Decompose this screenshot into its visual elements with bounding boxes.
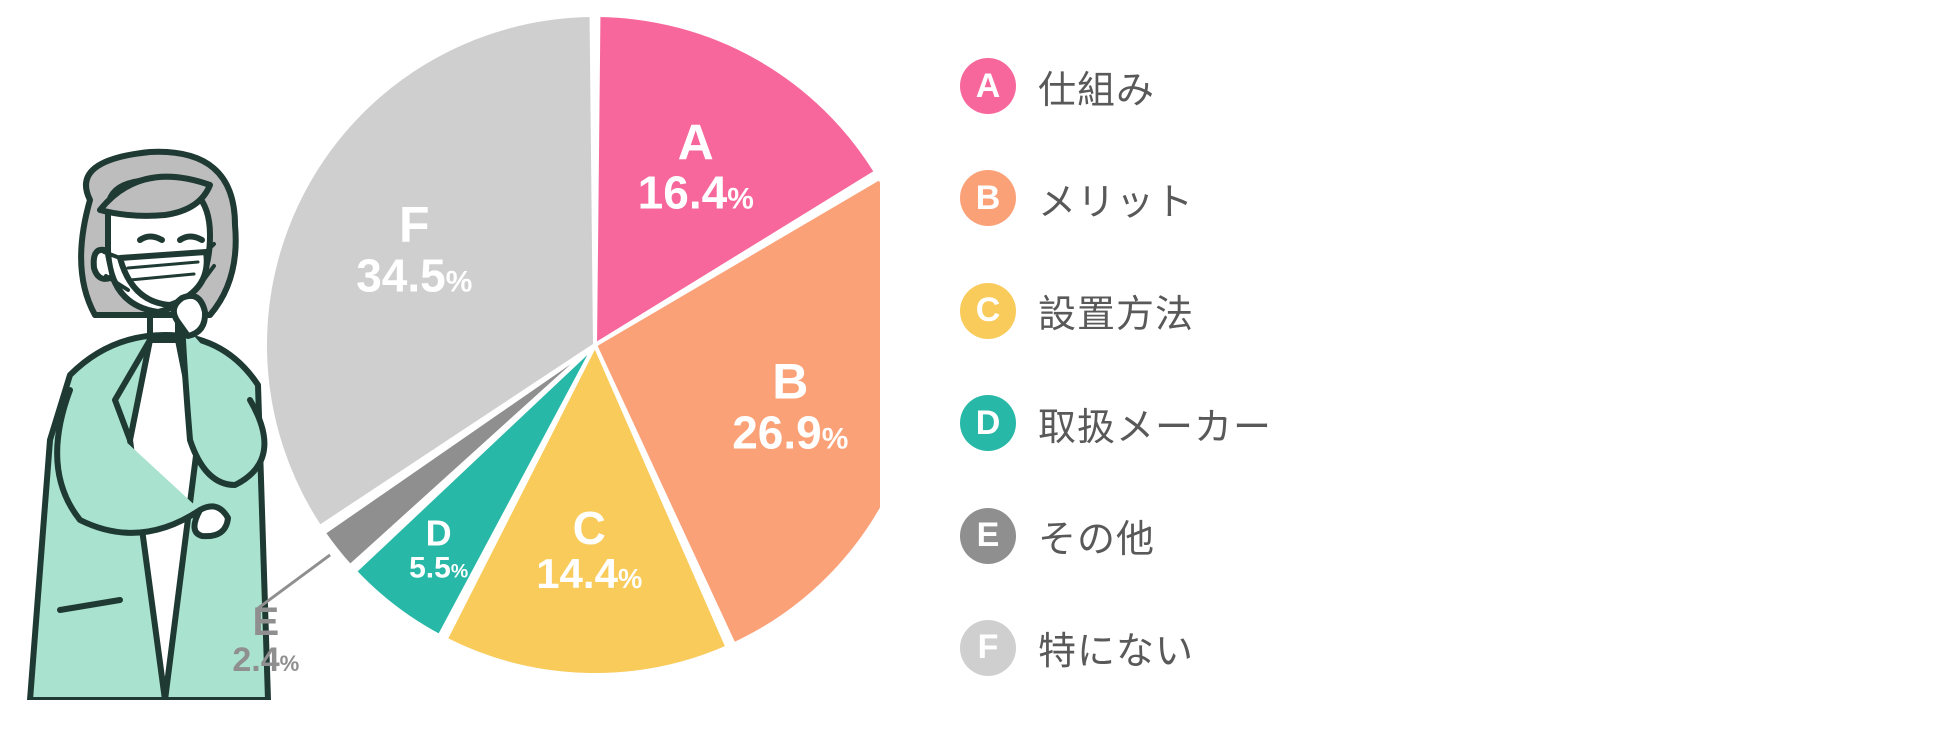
legend-label-a: 仕組み bbox=[1038, 59, 1155, 114]
legend-badge-d: D bbox=[960, 395, 1016, 451]
legend-item-a: A 仕組み bbox=[960, 58, 1870, 114]
legend-item-e: E その他 bbox=[960, 508, 1870, 564]
legend-badge-a: A bbox=[960, 58, 1016, 114]
legend-label-d: 取扱メーカー bbox=[1038, 396, 1272, 451]
legend-label-c: 設置方法 bbox=[1038, 283, 1194, 338]
person-thinking-illustration bbox=[0, 140, 290, 700]
legend-label-b: メリット bbox=[1038, 171, 1194, 226]
legend-label-f: 特にない bbox=[1038, 620, 1194, 675]
legend-badge-c: C bbox=[960, 283, 1016, 339]
legend-item-b: B メリット bbox=[960, 170, 1870, 226]
legend-badge-b: B bbox=[960, 170, 1016, 226]
legend-label-e: その他 bbox=[1038, 508, 1155, 563]
legend-panel: A 仕組み B メリット C 設置方法 D 取扱メーカー E その他 F 特にない bbox=[880, 4, 1940, 724]
legend-badge-f: F bbox=[960, 620, 1016, 676]
legend-badge-e: E bbox=[960, 508, 1016, 564]
pie-chart: A16.4%B26.9%C14.4%D5.5%E2.4%F34.5% bbox=[255, 5, 895, 725]
legend-item-d: D 取扱メーカー bbox=[960, 395, 1870, 451]
legend-item-c: C 設置方法 bbox=[960, 283, 1870, 339]
legend-item-f: F 特にない bbox=[960, 620, 1870, 676]
